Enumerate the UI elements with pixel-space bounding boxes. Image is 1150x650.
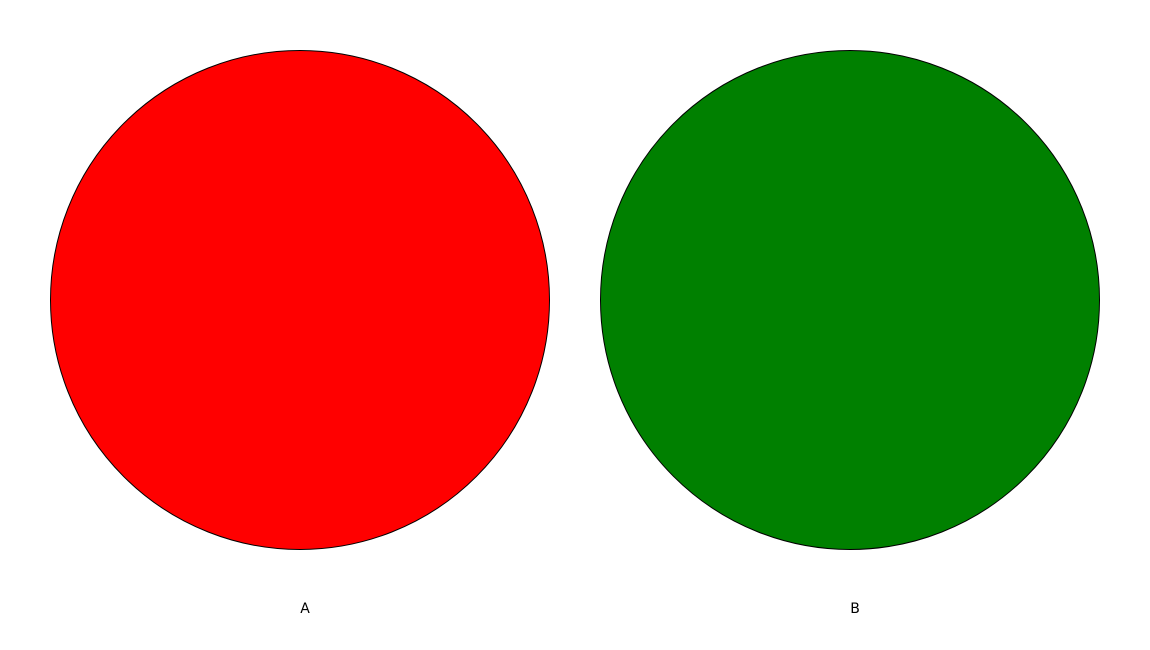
label-a: A	[300, 601, 310, 617]
green-circle	[600, 50, 1100, 550]
label-b: B	[850, 601, 860, 617]
red-circle	[50, 50, 550, 550]
